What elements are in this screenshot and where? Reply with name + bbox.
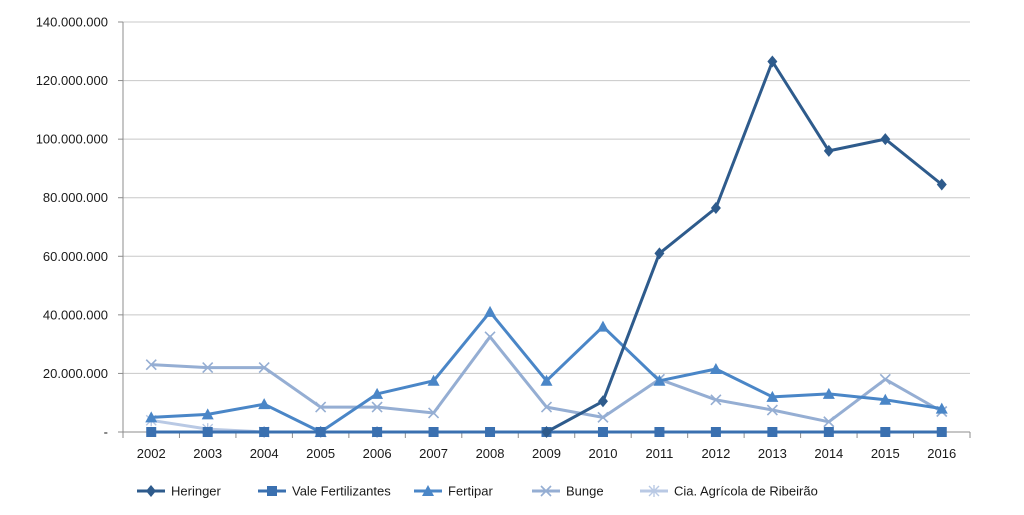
data-point-vale-fertilizantes bbox=[710, 427, 721, 437]
x-tick-label: 2015 bbox=[871, 446, 900, 461]
data-point-fertipar bbox=[766, 390, 779, 402]
data-point-heringer bbox=[710, 201, 721, 214]
legend-item-bunge: Bunge bbox=[532, 484, 604, 499]
series-line-heringer bbox=[545, 60, 943, 434]
data-point-vale-fertilizantes bbox=[146, 427, 157, 437]
data-point-vale-fertilizantes bbox=[202, 427, 213, 437]
y-tick-label: 80.000.000 bbox=[43, 190, 108, 205]
legend-item-fertipar: Fertipar bbox=[414, 484, 493, 499]
data-point-bunge bbox=[371, 401, 383, 413]
data-point-heringer bbox=[880, 133, 891, 146]
legend-marker bbox=[422, 485, 434, 496]
legend-marker bbox=[146, 485, 156, 497]
data-point-fertipar bbox=[427, 374, 440, 386]
data-point-bunge bbox=[315, 401, 327, 413]
legend-label: Heringer bbox=[171, 484, 222, 499]
data-point-vale-fertilizantes bbox=[823, 427, 834, 437]
legend-item-cia-agricola-de-ribeirao: Cia. Agrícola de Ribeirão bbox=[640, 484, 818, 499]
data-point-fertipar bbox=[653, 374, 666, 386]
x-tick-label: 2014 bbox=[814, 446, 843, 461]
data-point-bunge bbox=[202, 362, 214, 374]
x-tick-label: 2013 bbox=[758, 446, 787, 461]
x-tick-label: 2011 bbox=[645, 446, 673, 461]
x-tick-label: 2007 bbox=[419, 446, 448, 461]
y-tick-label: 140.000.000 bbox=[36, 15, 108, 30]
data-point-vale-fertilizantes bbox=[936, 427, 947, 437]
data-point-fertipar bbox=[822, 387, 835, 399]
data-point-heringer bbox=[936, 178, 947, 191]
legend-label: Bunge bbox=[566, 484, 604, 499]
x-tick-label: 2006 bbox=[363, 446, 392, 461]
data-point-fertipar bbox=[709, 363, 722, 375]
x-axis-tick-labels: 2002 2003 2004 2005 2006 2007 2008 2009 2010 2011… bbox=[137, 446, 956, 461]
data-point-bunge bbox=[710, 394, 722, 406]
legend-item-vale-fertilizantes: Vale Fertilizantes bbox=[258, 484, 391, 499]
data-point-bunge bbox=[540, 401, 553, 413]
data-point-bunge bbox=[597, 411, 609, 423]
y-tick-label: 100.000.000 bbox=[36, 132, 108, 147]
data-point-vale-fertilizantes bbox=[315, 427, 326, 437]
data-point-heringer bbox=[767, 55, 778, 68]
y-axis-tick-labels: - 20.000.000 40.000.000 60.000.000 80.000.00… bbox=[36, 15, 108, 440]
data-point-vale-fertilizantes bbox=[259, 427, 270, 437]
series-heringer bbox=[541, 55, 947, 438]
data-point-vale-fertilizantes bbox=[372, 427, 383, 437]
x-tick-label: 2008 bbox=[476, 446, 505, 461]
y-tick-label: - bbox=[104, 425, 108, 440]
x-tick-label: 2005 bbox=[306, 446, 335, 461]
legend-marker bbox=[540, 485, 552, 497]
data-point-vale-fertilizantes bbox=[428, 427, 439, 437]
data-point-fertipar bbox=[596, 320, 609, 332]
y-tick-label: 20.000.000 bbox=[43, 366, 108, 381]
data-point-fertipar bbox=[258, 398, 271, 410]
y-tick-label: 40.000.000 bbox=[43, 307, 108, 322]
data-point-bunge bbox=[823, 416, 835, 428]
data-point-vale-fertilizantes bbox=[880, 427, 891, 437]
data-point-bunge bbox=[258, 362, 270, 374]
x-tick-label: 2003 bbox=[193, 446, 222, 461]
y-tick-label: 60.000.000 bbox=[43, 249, 108, 264]
data-point-vale-fertilizantes bbox=[654, 427, 665, 437]
y-tick-label: 120.000.000 bbox=[36, 73, 108, 88]
data-point-heringer bbox=[823, 144, 834, 157]
data-point-fertipar bbox=[484, 305, 497, 317]
legend-marker bbox=[267, 486, 277, 496]
data-point-heringer bbox=[597, 395, 608, 408]
data-point-fertipar bbox=[879, 393, 892, 405]
data-point-heringer bbox=[654, 247, 665, 260]
x-tick-label: 2004 bbox=[250, 446, 279, 461]
data-point-bunge bbox=[484, 331, 496, 343]
series-fertipar bbox=[145, 305, 948, 437]
gridlines bbox=[123, 21, 970, 374]
data-point-vale-fertilizantes bbox=[597, 427, 608, 437]
legend-marker bbox=[648, 485, 660, 497]
x-tick-label: 2012 bbox=[701, 446, 730, 461]
x-tick-label: 2010 bbox=[589, 446, 618, 461]
data-point-bunge bbox=[145, 359, 157, 371]
data-point-fertipar bbox=[540, 374, 553, 386]
legend-label: Vale Fertilizantes bbox=[292, 484, 391, 499]
legend-label: Fertipar bbox=[448, 484, 493, 499]
data-point-bunge bbox=[879, 373, 891, 385]
x-tick-label: 2016 bbox=[927, 446, 956, 461]
data-point-vale-fertilizantes bbox=[767, 427, 778, 437]
data-point-bunge bbox=[428, 407, 440, 419]
data-point-vale-fertilizantes bbox=[485, 427, 496, 437]
data-point-heringer bbox=[541, 426, 552, 438]
data-point-fertipar bbox=[201, 408, 214, 420]
data-point-fertipar bbox=[935, 402, 948, 414]
legend-label: Cia. Agrícola de Ribeirão bbox=[674, 484, 818, 499]
legend: Heringer Vale Fertilizantes Fertipar Bunge C… bbox=[137, 484, 818, 499]
legend-item-heringer: Heringer bbox=[137, 484, 222, 499]
data-point-fertipar bbox=[145, 411, 158, 423]
x-tick-label: 2009 bbox=[532, 446, 561, 461]
data-point-bunge bbox=[766, 404, 778, 416]
data-point-fertipar bbox=[371, 387, 384, 399]
x-tick-label: 2002 bbox=[137, 446, 166, 461]
series-layer bbox=[145, 55, 948, 438]
